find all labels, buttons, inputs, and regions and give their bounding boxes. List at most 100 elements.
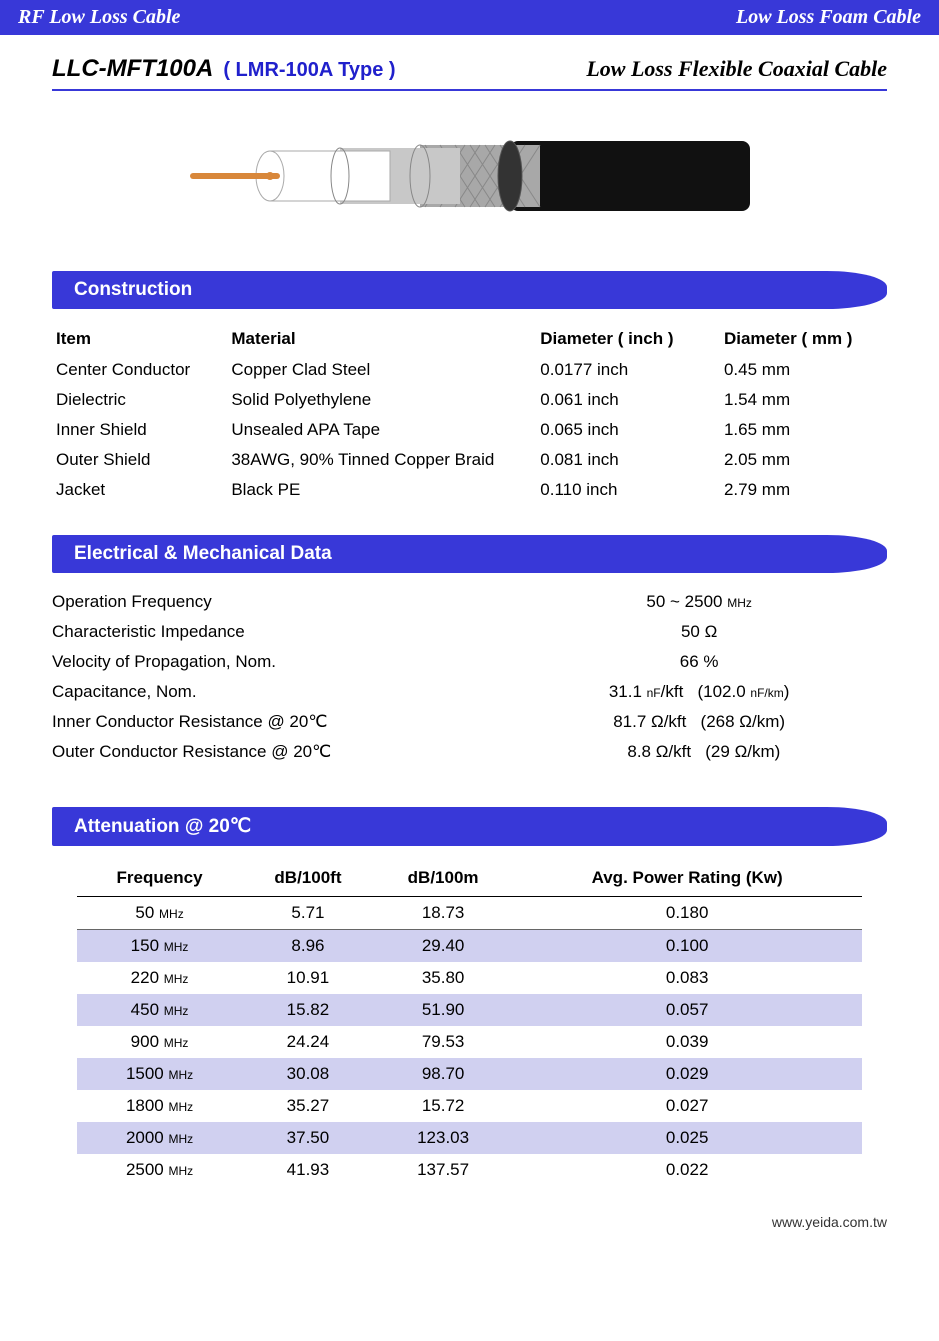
construction-cell: 1.65 mm (720, 415, 887, 445)
construction-table: ItemMaterialDiameter ( inch )Diameter ( … (52, 323, 887, 505)
attenuation-cell: 15.82 (242, 994, 374, 1026)
electrical-row: Capacitance, Nom.31.1 nF/kft (102.0 nF/k… (52, 677, 887, 707)
attenuation-row: 900 MHz24.2479.530.039 (77, 1026, 862, 1058)
construction-row: JacketBlack PE0.110 inch2.79 mm (52, 475, 887, 505)
electrical-value: 81.7 Ω/kft (268 Ω/km) (511, 712, 887, 732)
section-electrical-heading: Electrical & Mechanical Data (52, 535, 887, 573)
model-subtype: ( LMR-100A Type ) (223, 59, 395, 82)
attenuation-cell: 37.50 (242, 1122, 374, 1154)
attenuation-frequency-cell: 50 MHz (77, 897, 242, 930)
electrical-label: Velocity of Propagation, Nom. (52, 652, 511, 672)
attenuation-cell: 10.91 (242, 962, 374, 994)
attenuation-cell: 29.40 (374, 930, 512, 963)
construction-cell: Solid Polyethylene (227, 385, 536, 415)
electrical-row: Outer Conductor Resistance @ 20℃ 8.8 Ω/k… (52, 737, 887, 767)
attenuation-frequency-cell: 900 MHz (77, 1026, 242, 1058)
attenuation-frequency-cell: 2500 MHz (77, 1154, 242, 1186)
construction-cell: Copper Clad Steel (227, 355, 536, 385)
attenuation-cell: 18.73 (374, 897, 512, 930)
construction-cell: Center Conductor (52, 355, 227, 385)
electrical-label: Capacitance, Nom. (52, 682, 511, 702)
construction-cell: 0.061 inch (536, 385, 720, 415)
attenuation-row: 450 MHz15.8251.900.057 (77, 994, 862, 1026)
header-right: Low Loss Foam Cable (736, 6, 921, 29)
attenuation-cell: 123.03 (374, 1122, 512, 1154)
attenuation-frequency-cell: 2000 MHz (77, 1122, 242, 1154)
attenuation-cell: 0.027 (512, 1090, 862, 1122)
attenuation-frequency-cell: 450 MHz (77, 994, 242, 1026)
attenuation-row: 1800 MHz35.2715.720.027 (77, 1090, 862, 1122)
attenuation-table: FrequencydB/100ftdB/100mAvg. Power Ratin… (77, 860, 862, 1186)
attenuation-row: 1500 MHz30.0898.700.029 (77, 1058, 862, 1090)
attenuation-cell: 35.27 (242, 1090, 374, 1122)
electrical-list: Operation Frequency50 ~ 2500 MHz Characte… (52, 587, 887, 767)
construction-cell: 0.081 inch (536, 445, 720, 475)
attenuation-cell: 0.022 (512, 1154, 862, 1186)
construction-row: Center ConductorCopper Clad Steel0.0177 … (52, 355, 887, 385)
construction-cell: 2.79 mm (720, 475, 887, 505)
construction-cell: Unsealed APA Tape (227, 415, 536, 445)
electrical-label: Characteristic Impedance (52, 622, 511, 642)
construction-cell: 1.54 mm (720, 385, 887, 415)
attenuation-cell: 137.57 (374, 1154, 512, 1186)
attenuation-cell: 0.083 (512, 962, 862, 994)
construction-cell: 0.45 mm (720, 355, 887, 385)
attenuation-cell: 41.93 (242, 1154, 374, 1186)
electrical-value: 50 ~ 2500 MHz (511, 592, 887, 612)
construction-column-header: Material (227, 323, 536, 355)
section-construction-heading: Construction (52, 271, 887, 309)
construction-cell: Outer Shield (52, 445, 227, 475)
attenuation-cell: 0.100 (512, 930, 862, 963)
attenuation-cell: 0.029 (512, 1058, 862, 1090)
attenuation-cell: 0.025 (512, 1122, 862, 1154)
construction-row: Inner ShieldUnsealed APA Tape0.065 inch1… (52, 415, 887, 445)
electrical-label: Inner Conductor Resistance @ 20℃ (52, 712, 511, 732)
construction-header-row: ItemMaterialDiameter ( inch )Diameter ( … (52, 323, 887, 355)
attenuation-cell: 98.70 (374, 1058, 512, 1090)
attenuation-column-header: Avg. Power Rating (Kw) (512, 860, 862, 897)
construction-cell: 2.05 mm (720, 445, 887, 475)
attenuation-cell: 5.71 (242, 897, 374, 930)
attenuation-row: 220 MHz10.9135.800.083 (77, 962, 862, 994)
attenuation-cell: 0.057 (512, 994, 862, 1026)
conductor-face (266, 172, 274, 180)
construction-cell: Black PE (227, 475, 536, 505)
cable-diagram (52, 131, 887, 221)
cable-svg (190, 131, 750, 221)
attenuation-row: 50 MHz5.7118.730.180 (77, 897, 862, 930)
title-row: LLC-MFT100A ( LMR-100A Type ) Low Loss F… (52, 55, 887, 91)
attenuation-cell: 51.90 (374, 994, 512, 1026)
page-content: LLC-MFT100A ( LMR-100A Type ) Low Loss F… (0, 35, 939, 1210)
construction-row: DielectricSolid Polyethylene0.061 inch1.… (52, 385, 887, 415)
construction-cell: Jacket (52, 475, 227, 505)
footer-url: www.yeida.com.tw (0, 1210, 939, 1240)
attenuation-frequency-cell: 150 MHz (77, 930, 242, 963)
attenuation-cell: 0.039 (512, 1026, 862, 1058)
section-attenuation-heading: Attenuation @ 20℃ (52, 807, 887, 846)
electrical-row: Operation Frequency50 ~ 2500 MHz (52, 587, 887, 617)
attenuation-cell: 79.53 (374, 1026, 512, 1058)
attenuation-cell: 15.72 (374, 1090, 512, 1122)
jacket-layer (510, 141, 750, 211)
electrical-value: 31.1 nF/kft (102.0 nF/km) (511, 682, 887, 702)
attenuation-frequency-cell: 220 MHz (77, 962, 242, 994)
attenuation-cell: 35.80 (374, 962, 512, 994)
electrical-row: Velocity of Propagation, Nom.66 % (52, 647, 887, 677)
attenuation-row: 2000 MHz37.50123.030.025 (77, 1122, 862, 1154)
construction-cell: 0.065 inch (536, 415, 720, 445)
construction-cell: 0.110 inch (536, 475, 720, 505)
construction-cell: Inner Shield (52, 415, 227, 445)
attenuation-cell: 24.24 (242, 1026, 374, 1058)
attenuation-frequency-cell: 1800 MHz (77, 1090, 242, 1122)
attenuation-frequency-cell: 1500 MHz (77, 1058, 242, 1090)
model-code: LLC-MFT100A (52, 55, 213, 83)
electrical-row: Inner Conductor Resistance @ 20℃81.7 Ω/k… (52, 707, 887, 737)
attenuation-column-header: Frequency (77, 860, 242, 897)
electrical-value: 8.8 Ω/kft (29 Ω/km) (511, 742, 887, 762)
electrical-value: 50 Ω (511, 622, 887, 642)
dielectric-layer (270, 151, 390, 201)
attenuation-header-row: FrequencydB/100ftdB/100mAvg. Power Ratin… (77, 860, 862, 897)
construction-cell: 0.0177 inch (536, 355, 720, 385)
attenuation-column-header: dB/100ft (242, 860, 374, 897)
construction-column-header: Diameter ( mm ) (720, 323, 887, 355)
